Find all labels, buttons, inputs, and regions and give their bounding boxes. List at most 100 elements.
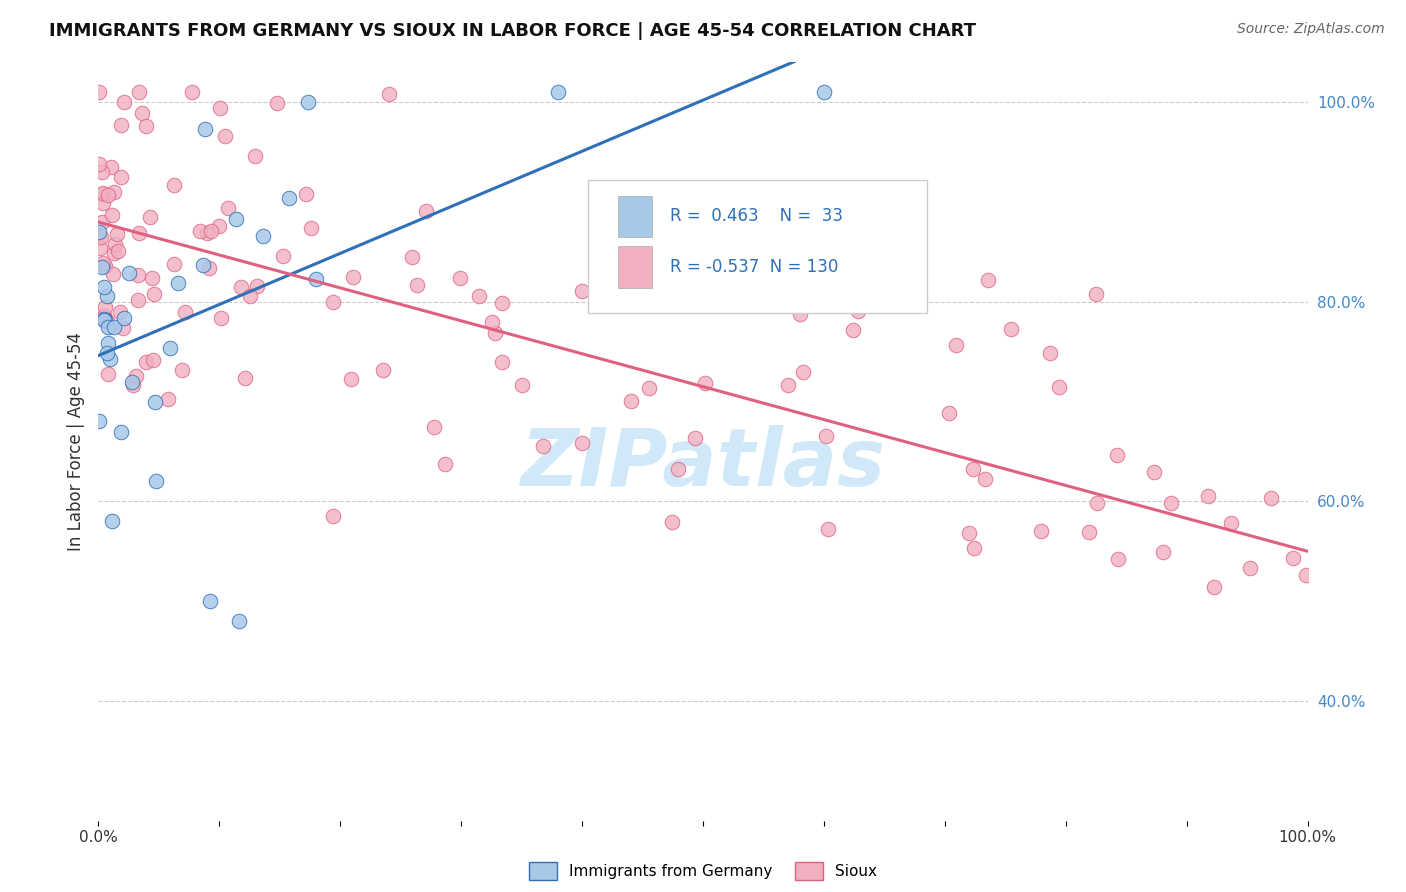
Point xyxy=(340,372,363,386)
Point xyxy=(112,95,135,110)
Point xyxy=(266,95,288,110)
Point xyxy=(342,270,364,285)
Point xyxy=(322,508,344,523)
Point xyxy=(98,351,121,366)
Point xyxy=(93,309,115,323)
Point xyxy=(128,268,150,282)
Text: ZIPatlas: ZIPatlas xyxy=(520,425,886,503)
Point xyxy=(1152,545,1174,559)
Point xyxy=(974,471,997,485)
Point xyxy=(142,352,165,367)
Point xyxy=(776,378,799,392)
Point xyxy=(1031,524,1053,538)
Point xyxy=(128,86,150,100)
Point xyxy=(434,457,457,471)
Point xyxy=(193,258,215,272)
Point xyxy=(125,369,148,384)
Point xyxy=(208,101,231,115)
Point xyxy=(90,187,112,202)
Point xyxy=(322,294,344,309)
Point xyxy=(299,221,322,235)
Point xyxy=(107,244,129,258)
Point xyxy=(90,229,112,244)
Point xyxy=(638,381,661,395)
Point xyxy=(93,196,115,211)
Point xyxy=(131,106,153,120)
Point xyxy=(170,363,193,377)
Point xyxy=(228,614,250,628)
Point xyxy=(110,425,132,439)
Point xyxy=(128,227,150,241)
Point xyxy=(93,310,115,324)
Point xyxy=(547,86,569,100)
Point xyxy=(200,225,222,239)
Point xyxy=(139,210,162,224)
Point xyxy=(1085,496,1108,510)
Point xyxy=(378,87,401,101)
Point xyxy=(194,122,217,136)
Point xyxy=(89,86,111,100)
Point xyxy=(277,190,299,204)
Point xyxy=(121,378,143,392)
Point xyxy=(114,310,136,325)
Point xyxy=(141,271,163,285)
Point xyxy=(401,250,423,264)
Point xyxy=(103,320,125,334)
Text: R = -0.537  N = 130: R = -0.537 N = 130 xyxy=(671,258,839,277)
Point xyxy=(89,414,111,428)
Point xyxy=(198,594,221,608)
Point xyxy=(229,280,252,294)
Point xyxy=(817,523,839,537)
Point xyxy=(842,323,865,337)
Point xyxy=(225,212,247,227)
Point xyxy=(1160,496,1182,510)
Point xyxy=(1105,449,1128,463)
Point xyxy=(789,307,811,321)
Point xyxy=(97,336,120,351)
Point xyxy=(1047,380,1070,394)
Point xyxy=(97,188,120,202)
Text: R =  0.463    N =  33: R = 0.463 N = 33 xyxy=(671,207,844,226)
Point xyxy=(208,219,231,233)
Point xyxy=(666,462,689,476)
Point xyxy=(468,288,491,302)
Point xyxy=(100,514,122,528)
Point xyxy=(91,165,114,179)
Point xyxy=(1039,346,1062,360)
Point xyxy=(297,95,319,109)
Point xyxy=(491,296,513,310)
Point xyxy=(415,203,437,218)
Point xyxy=(93,312,115,326)
Point xyxy=(89,228,111,243)
Point xyxy=(246,279,269,293)
Point xyxy=(121,375,143,389)
Point xyxy=(93,280,115,294)
Point xyxy=(174,305,197,319)
Point xyxy=(103,185,125,199)
FancyBboxPatch shape xyxy=(588,180,927,313)
Point xyxy=(813,86,835,100)
Point xyxy=(209,310,232,325)
Point xyxy=(198,261,221,276)
Point xyxy=(135,355,157,369)
Point xyxy=(239,289,262,303)
Text: IMMIGRANTS FROM GERMANY VS SIOUX IN LABOR FORCE | AGE 45-54 CORRELATION CHART: IMMIGRANTS FROM GERMANY VS SIOUX IN LABO… xyxy=(49,22,976,40)
Point xyxy=(963,541,986,556)
Point xyxy=(105,227,128,242)
Point xyxy=(181,86,204,100)
Point xyxy=(1143,465,1166,479)
Point xyxy=(252,228,274,243)
Point xyxy=(531,439,554,453)
Point xyxy=(846,303,869,318)
Point xyxy=(96,289,118,303)
Point xyxy=(1000,322,1022,336)
Point xyxy=(243,148,266,162)
Point xyxy=(571,285,593,299)
Point xyxy=(101,209,124,223)
Point xyxy=(271,249,294,263)
Point xyxy=(118,266,141,280)
Point xyxy=(235,371,257,385)
Point xyxy=(305,271,328,285)
Point xyxy=(491,355,513,369)
Point xyxy=(481,315,503,329)
